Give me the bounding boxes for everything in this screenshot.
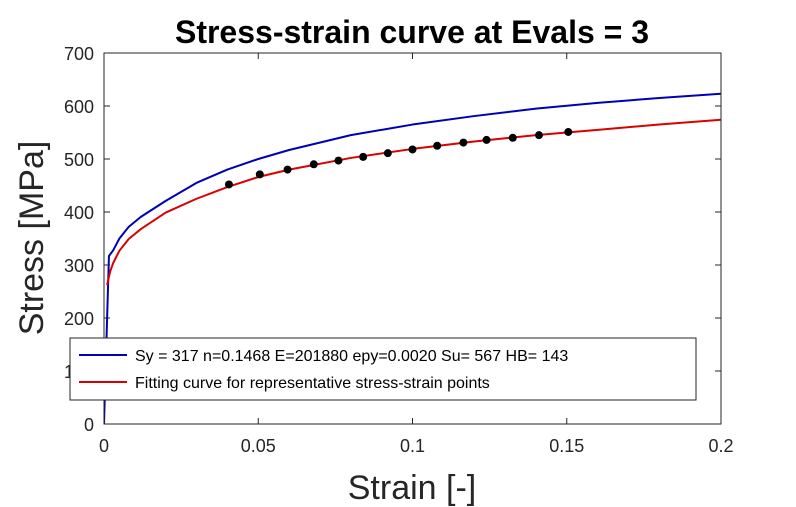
x-tick-label: 0.2 [708, 436, 733, 456]
y-tick-label: 200 [64, 309, 94, 329]
data-point [255, 170, 264, 179]
x-tick-label: 0.1 [400, 436, 425, 456]
data-point [334, 156, 343, 165]
x-axis-label: Strain [-] [348, 469, 476, 507]
legend: Sy = 317 n=0.1468 E=201880 epy=0.0020 Su… [69, 337, 697, 401]
x-tick-label: 0.15 [549, 436, 584, 456]
data-point [224, 180, 233, 189]
y-tick-label: 500 [64, 150, 94, 170]
legend-box [69, 337, 697, 401]
x-tick-label: 0 [99, 436, 109, 456]
data-point [283, 165, 292, 174]
chart-title: Stress-strain curve at Evals = 3 [175, 14, 649, 50]
legend-entry: Fitting curve for representative stress-… [135, 375, 490, 392]
y-axis-label: Stress [MPa] [13, 141, 51, 336]
data-point [433, 141, 442, 150]
y-tick-label: 700 [64, 44, 94, 64]
data-point [482, 135, 491, 144]
data-point [408, 145, 417, 154]
data-point [564, 127, 573, 136]
data-point [459, 138, 468, 147]
y-tick-label: 600 [64, 97, 94, 117]
data-point [534, 131, 543, 140]
data-point [309, 160, 318, 169]
data-point [508, 133, 517, 142]
y-tick-label: 0 [84, 415, 94, 435]
data-point [383, 149, 392, 158]
y-tick-label: 300 [64, 256, 94, 276]
legend-entry: Sy = 317 n=0.1468 E=201880 epy=0.0020 Su… [135, 348, 568, 365]
data-point [359, 152, 368, 161]
series-line-1 [106, 118, 721, 286]
y-tick-label: 400 [64, 203, 94, 223]
series-line-0 [104, 92, 721, 424]
x-tick-label: 0.05 [241, 436, 276, 456]
